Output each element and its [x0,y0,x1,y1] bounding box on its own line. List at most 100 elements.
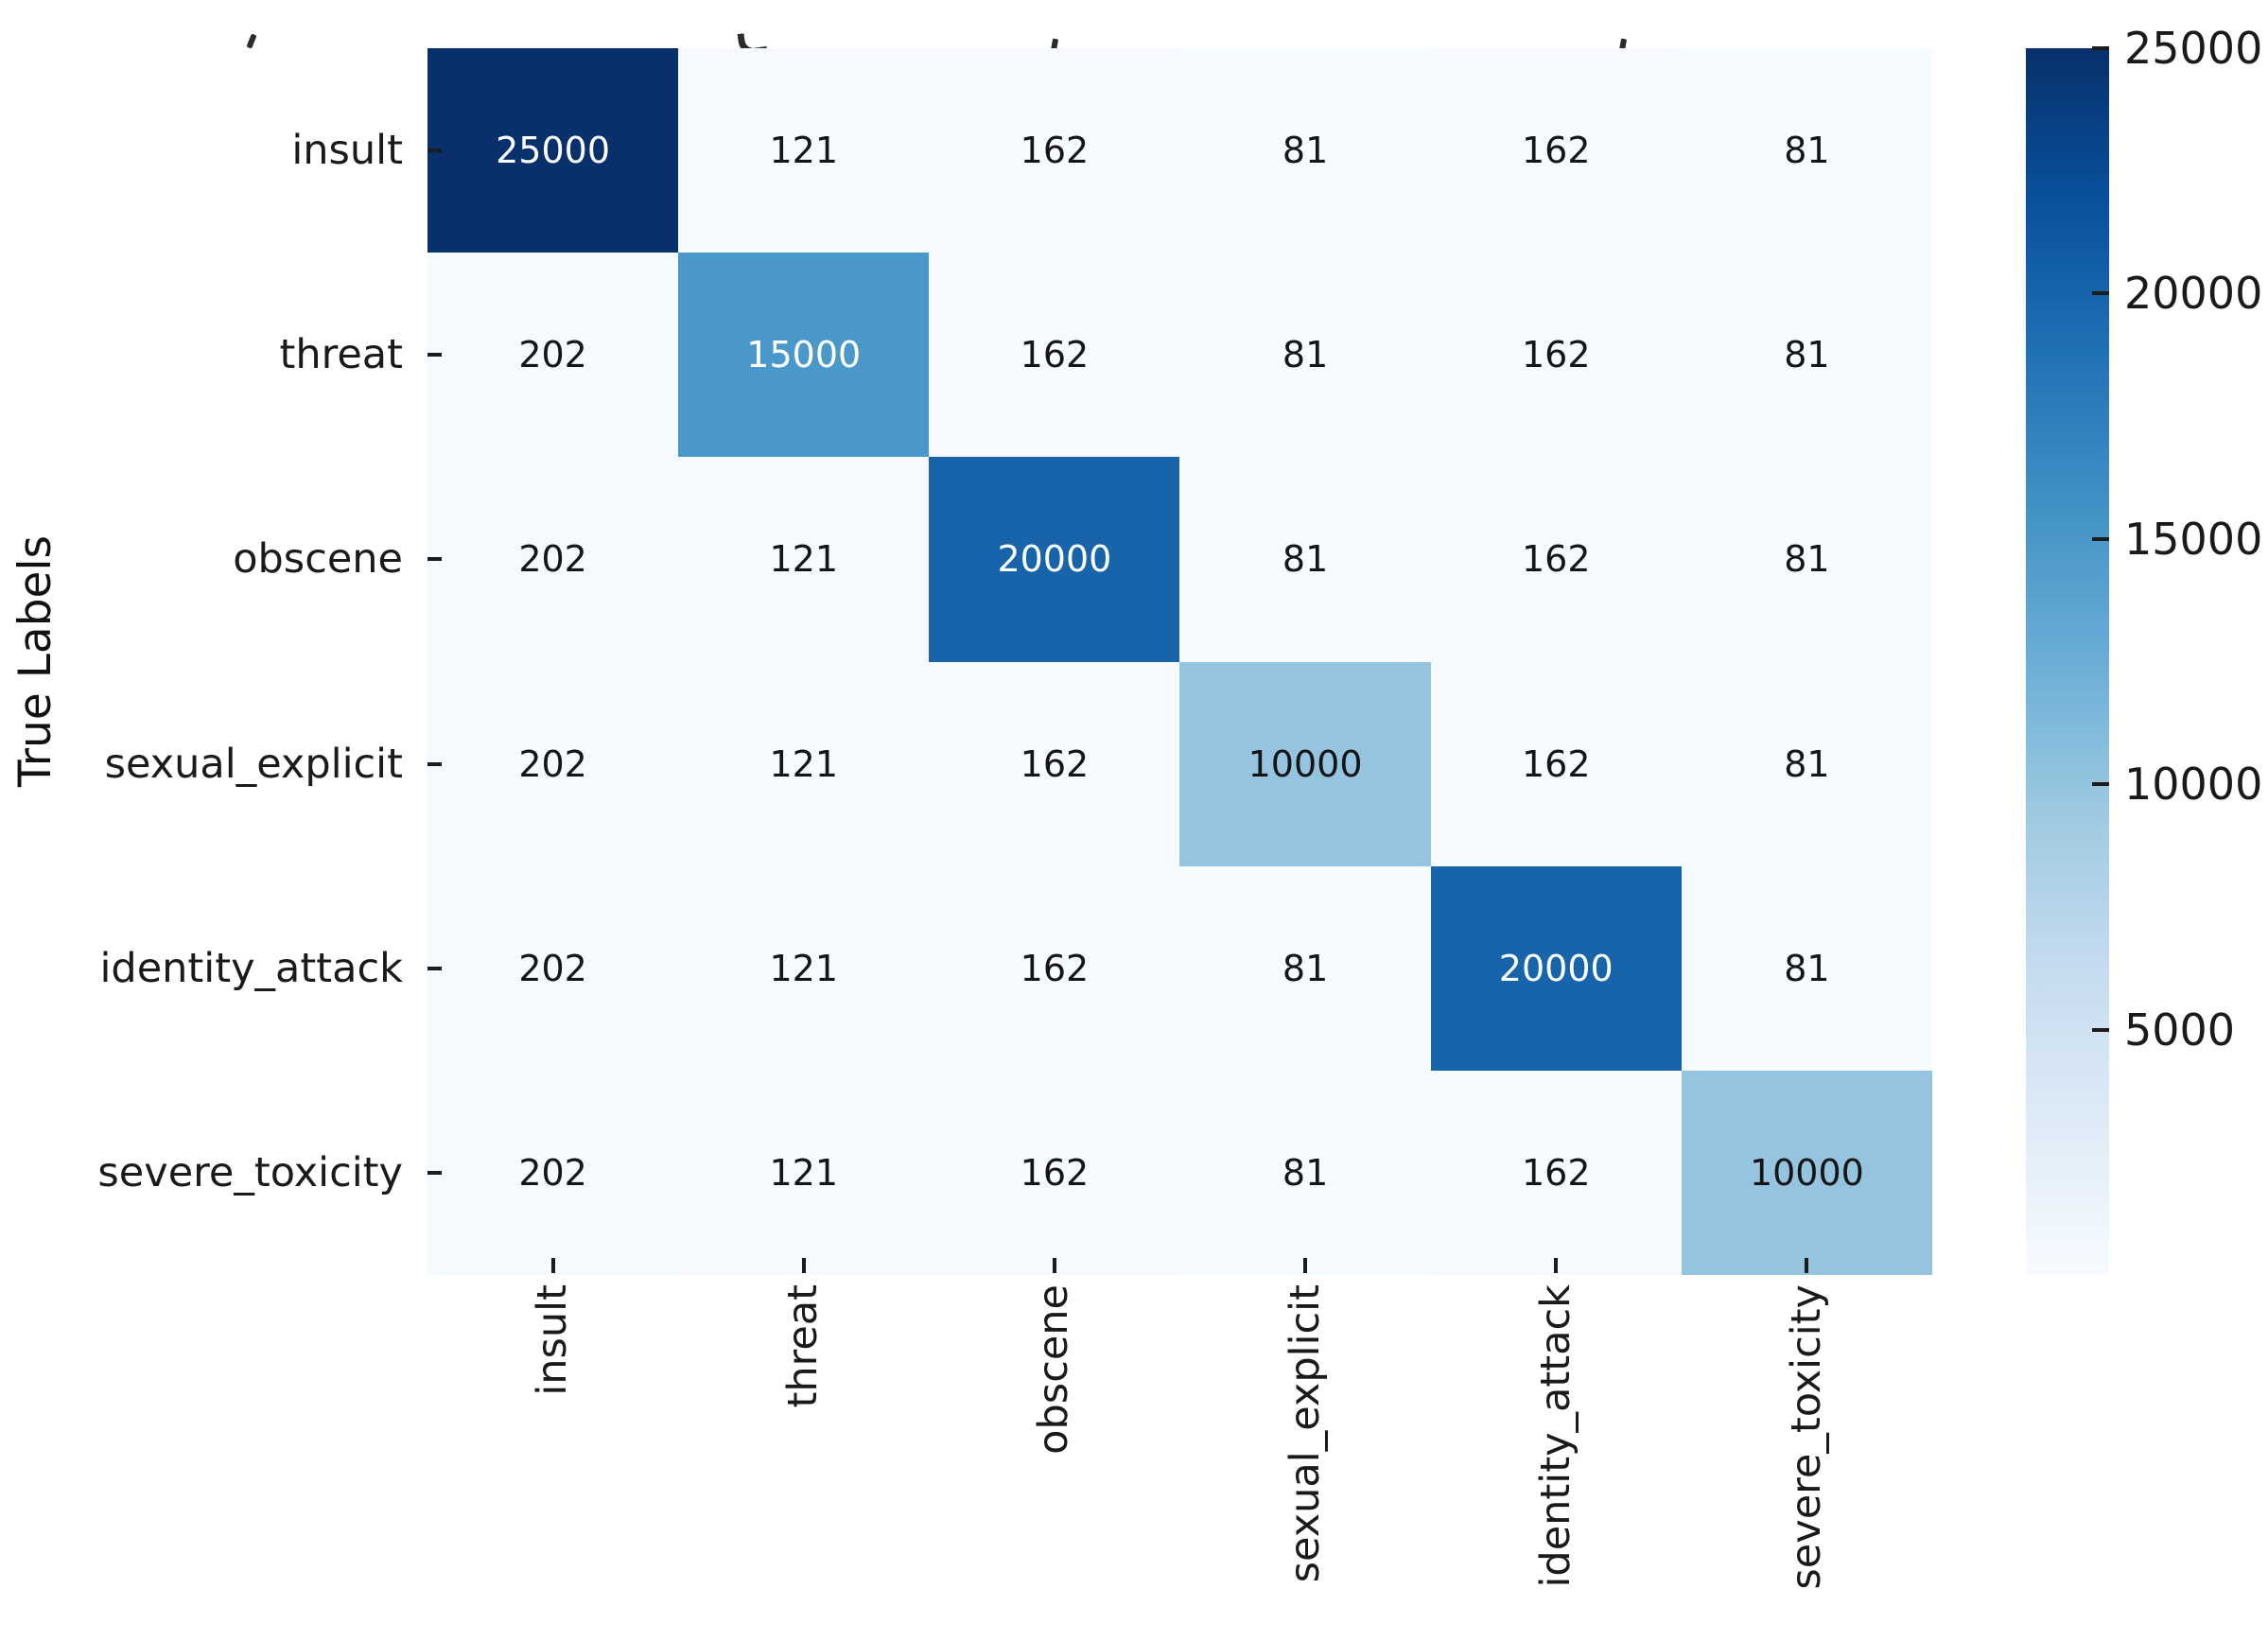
x-tick-mark [550,1258,555,1273]
cell-value: 202 [518,538,587,581]
heatmap-cell-insult-threat: 121 [678,48,930,253]
heatmap-cell-threat-obscene: 162 [929,253,1180,458]
colorbar-tick-mark [2092,536,2109,541]
cell-value: 162 [1020,947,1090,989]
heatmap-cell-threat-sexual_explicit: 81 [1179,253,1431,458]
heatmap-cell-sexual_explicit-severe_toxicity: 81 [1681,661,1932,866]
x-tick-label-sexual_explicit: sexual_explicit [1281,1284,1329,1583]
cell-value: 202 [518,334,587,376]
heatmap-cell-identity_attack-sexual_explicit: 81 [1179,865,1431,1071]
heatmap-cell-identity_attack-insult: 202 [427,865,679,1071]
cell-value: 202 [518,947,587,989]
cell-value: 20000 [997,538,1112,581]
cell-value: 162 [1521,1151,1591,1194]
cell-value: 81 [1282,130,1329,172]
colorbar-tick-label-10000: 10000 [2124,759,2263,811]
cell-value: 162 [1020,742,1090,785]
heatmap-cell-threat-insult: 202 [427,253,679,458]
colorbar-tick-label-5000: 5000 [2124,1004,2236,1056]
y-tick-mark [427,353,442,358]
y-tick-mark [427,966,442,970]
x-tick-label-insult: insult [529,1284,577,1396]
heatmap-cell-severe_toxicity-sexual_explicit: 81 [1179,1070,1431,1275]
cell-value: 81 [1784,334,1830,376]
cell-value: 81 [1282,1151,1329,1194]
heatmap-cell-obscene-identity_attack: 162 [1430,457,1682,662]
heatmap-cell-insult-insult: 25000 [427,48,679,253]
colorbar-tick-mark [2092,782,2109,787]
heatmap-cell-threat-threat: 15000 [678,253,930,458]
y-tick-label-identity_attack: identity_attack [99,944,403,992]
heatmap-cell-identity_attack-identity_attack: 20000 [1430,865,1682,1071]
colorbar-tick-label-15000: 15000 [2124,513,2263,565]
cell-value: 121 [769,538,838,581]
heatmap-cell-insult-sexual_explicit: 81 [1179,48,1431,253]
cell-value: 81 [1784,538,1830,581]
y-tick-mark [427,761,442,766]
cell-value: 81 [1784,947,1830,989]
cell-value: 162 [1020,1151,1090,1194]
heatmap-cell-obscene-threat: 121 [678,457,930,662]
heatmap-cell-insult-obscene: 162 [929,48,1180,253]
cell-value: 81 [1282,947,1329,989]
cell-value: 121 [769,130,838,172]
cell-value: 121 [769,1151,838,1194]
heatmap-cell-sexual_explicit-obscene: 162 [929,661,1180,866]
heatmap-cell-severe_toxicity-insult: 202 [427,1070,679,1275]
y-tick-label-insult: insult [291,127,403,175]
colorbar-tick-labels: 5000 10000 15000 20000 25000 [2124,26,2268,1275]
colorbar-tick-mark [2092,1027,2109,1032]
y-tick-mark [427,148,442,153]
cell-value: 10000 [1247,742,1363,785]
y-tick-label-severe_toxicity: severe_toxicity [97,1148,403,1196]
heatmap-cell-obscene-obscene: 20000 [929,457,1180,662]
x-tick-label-threat: threat [779,1284,828,1408]
cell-value: 15000 [746,334,862,376]
cell-value: 10000 [1749,1151,1864,1194]
x-tick-mark [1805,1258,1809,1273]
x-tick-mark [1554,1258,1559,1273]
heatmap-cell-obscene-sexual_explicit: 81 [1179,457,1431,662]
colorbar [2026,46,2109,1275]
heatmap-grid: 25000 121 162 81 162 81 202 15000 162 81 162 81 202 1… [427,48,1932,1275]
heatmap-cell-threat-severe_toxicity: 81 [1681,253,1932,458]
colorbar-tick-mark [2092,291,2109,296]
x-tick-label-obscene: obscene [1030,1284,1078,1455]
cell-value: 162 [1020,130,1090,172]
heatmap-cell-sexual_explicit-threat: 121 [678,661,930,866]
y-tick-label-obscene: obscene [233,535,403,584]
heatmap-cell-sexual_explicit-sexual_explicit: 10000 [1179,661,1431,866]
heatmap-cell-severe_toxicity-identity_attack: 162 [1430,1070,1682,1275]
heatmap-cell-severe_toxicity-threat: 121 [678,1070,930,1275]
cell-value: 162 [1521,742,1591,785]
heatmap-cell-obscene-severe_toxicity: 81 [1681,457,1932,662]
y-tick-mark [427,557,442,562]
heatmap-cell-severe_toxicity-severe_toxicity: 10000 [1681,1070,1932,1275]
heatmap-cell-obscene-insult: 202 [427,457,679,662]
cell-value: 121 [769,947,838,989]
x-tick-label-severe_toxicity: severe_toxicity [1782,1284,1830,1590]
heatmap-cell-insult-severe_toxicity: 81 [1681,48,1932,253]
colorbar-tick-mark [2092,46,2109,50]
colorbar-tick-label-20000: 20000 [2124,268,2263,320]
cell-value: 20000 [1498,947,1614,989]
y-tick-label-sexual_explicit: sexual_explicit [104,740,403,788]
heatmap-cell-threat-identity_attack: 162 [1430,253,1682,458]
cell-value: 81 [1282,334,1329,376]
cell-value: 81 [1784,130,1830,172]
cell-value: 202 [518,742,587,785]
x-tick-label-identity_attack: identity_attack [1531,1284,1579,1588]
colorbar-tick-label-25000: 25000 [2124,23,2263,74]
heatmap-cell-identity_attack-obscene: 162 [929,865,1180,1071]
cell-value: 162 [1521,538,1591,581]
heatmap-cell-insult-identity_attack: 162 [1430,48,1682,253]
heatmap-cell-sexual_explicit-insult: 202 [427,661,679,866]
x-tick-mark [1052,1258,1056,1273]
cell-value: 162 [1521,130,1591,172]
x-tick-mark [1303,1258,1308,1273]
y-tick-label-threat: threat [279,331,403,379]
x-tick-mark [801,1258,806,1273]
y-tick-mark [427,1170,442,1175]
